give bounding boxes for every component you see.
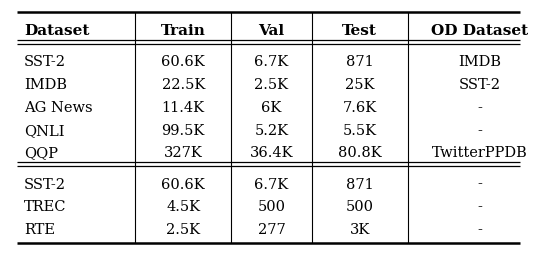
- Text: Train: Train: [161, 24, 205, 38]
- Text: AG News: AG News: [24, 101, 93, 115]
- Text: 7.6K: 7.6K: [343, 101, 377, 115]
- Text: -: -: [478, 178, 482, 192]
- Text: 327K: 327K: [164, 146, 203, 160]
- Text: 99.5K: 99.5K: [162, 124, 205, 138]
- Text: 25K: 25K: [345, 78, 375, 92]
- Text: -: -: [478, 200, 482, 214]
- Text: Val: Val: [259, 24, 285, 38]
- Text: 277: 277: [257, 223, 285, 237]
- Text: -: -: [478, 223, 482, 237]
- Text: TwitterPPDB: TwitterPPDB: [432, 146, 528, 160]
- Text: 6K: 6K: [261, 101, 282, 115]
- Text: IMDB: IMDB: [24, 78, 67, 92]
- Text: SST-2: SST-2: [24, 55, 66, 69]
- Text: 60.6K: 60.6K: [162, 55, 205, 69]
- Text: 5.2K: 5.2K: [254, 124, 288, 138]
- Text: 80.8K: 80.8K: [338, 146, 382, 160]
- Text: Test: Test: [342, 24, 377, 38]
- Text: 11.4K: 11.4K: [162, 101, 205, 115]
- Text: 500: 500: [257, 200, 286, 214]
- Text: 500: 500: [346, 200, 373, 214]
- Text: Dataset: Dataset: [24, 24, 89, 38]
- Text: SST-2: SST-2: [459, 78, 501, 92]
- Text: 871: 871: [346, 55, 373, 69]
- Text: 871: 871: [346, 178, 373, 192]
- Text: 6.7K: 6.7K: [254, 55, 288, 69]
- Text: 3K: 3K: [350, 223, 370, 237]
- Text: QQP: QQP: [24, 146, 58, 160]
- Text: 22.5K: 22.5K: [162, 78, 205, 92]
- Text: IMDB: IMDB: [459, 55, 501, 69]
- Text: SST-2: SST-2: [24, 178, 66, 192]
- Text: 5.5K: 5.5K: [343, 124, 377, 138]
- Text: TREC: TREC: [24, 200, 66, 214]
- Text: RTE: RTE: [24, 223, 55, 237]
- Text: 2.5K: 2.5K: [254, 78, 288, 92]
- Text: 6.7K: 6.7K: [254, 178, 288, 192]
- Text: 60.6K: 60.6K: [162, 178, 205, 192]
- Text: 36.4K: 36.4K: [250, 146, 293, 160]
- Text: -: -: [478, 101, 482, 115]
- Text: -: -: [478, 124, 482, 138]
- Text: 4.5K: 4.5K: [166, 200, 201, 214]
- Text: 2.5K: 2.5K: [166, 223, 201, 237]
- Text: OD Dataset: OD Dataset: [431, 24, 528, 38]
- Text: QNLI: QNLI: [24, 124, 64, 138]
